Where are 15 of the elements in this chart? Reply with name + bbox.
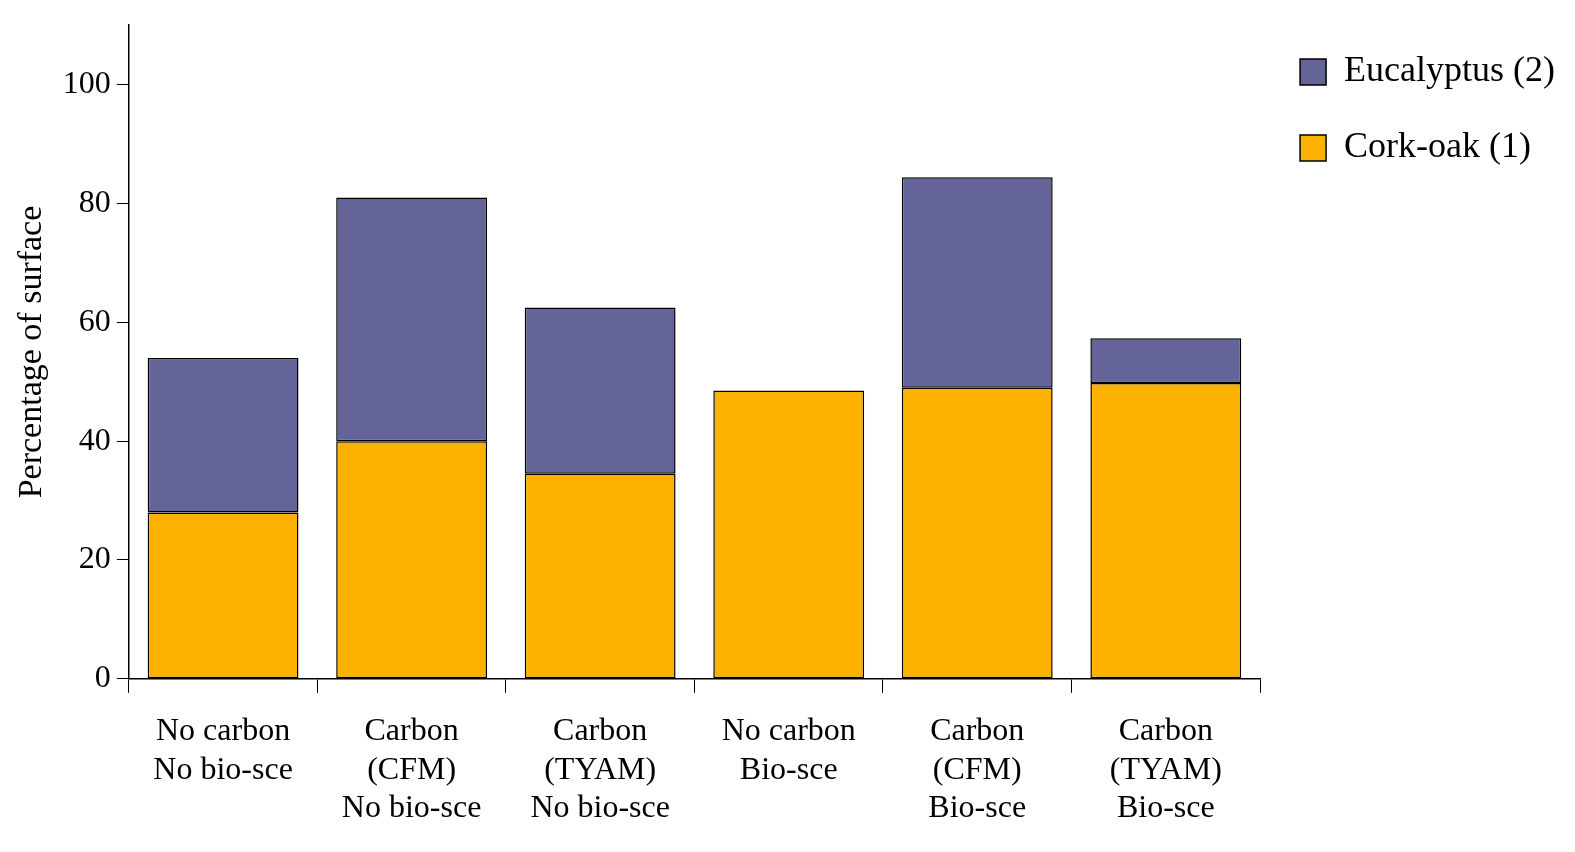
legend-label: Eucalyptus (2) xyxy=(1344,49,1555,90)
y-tick-label: 0 xyxy=(94,658,111,695)
y-tick-label: 100 xyxy=(62,64,111,101)
x-tick-label: No carbon Bio-sce xyxy=(721,711,856,786)
legend-label: Cork-oak (1) xyxy=(1344,125,1532,166)
x-tick-label: Carbon (CFM) No bio-sce xyxy=(341,711,482,825)
x-tick-label: Carbon (CFM) Bio-sce xyxy=(928,711,1027,825)
y-tick-label: 20 xyxy=(78,539,111,576)
y-axis-title: Percentage of surface xyxy=(11,205,49,499)
x-tick-label: Carbon (TYAM) No bio-sce xyxy=(530,711,670,825)
x-tick-label: No carbon No bio-sce xyxy=(153,711,293,786)
y-tick-label: 40 xyxy=(78,420,111,457)
y-tick-label: 80 xyxy=(78,182,111,219)
y-tick-label: 60 xyxy=(78,301,111,338)
x-tick-label: Carbon (TYAM) Bio-sce xyxy=(1109,711,1222,825)
